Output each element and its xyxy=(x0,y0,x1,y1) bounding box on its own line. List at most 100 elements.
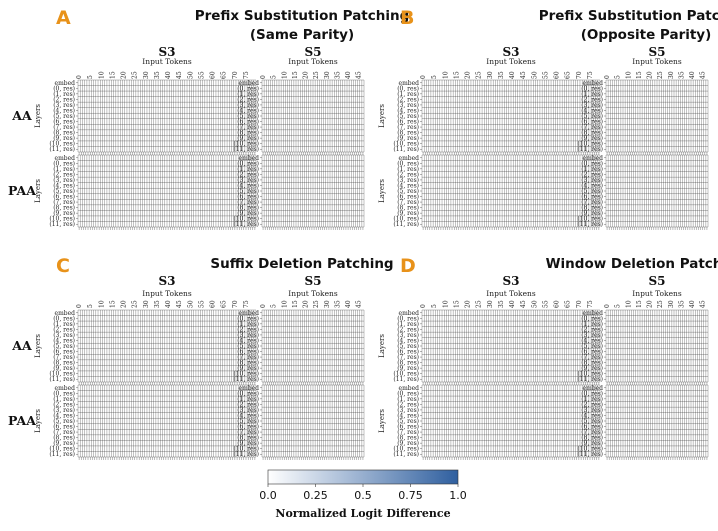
layer-label: (4, res) xyxy=(237,182,259,189)
panel-title: Prefix Substitution Patching xyxy=(539,8,718,24)
layer-label: (7, res) xyxy=(237,199,259,206)
panel-title: Prefix Substitution Patching xyxy=(195,8,410,24)
layer-label: (2, res) xyxy=(53,171,75,178)
layer-label: (6, res) xyxy=(237,194,259,201)
layer-label: (3, res) xyxy=(53,177,75,184)
token-tick-label: 55 xyxy=(542,71,549,79)
model-label-s5: S5 xyxy=(648,45,665,59)
panel-letter: B xyxy=(400,7,414,29)
layer-label: (7, res) xyxy=(237,124,259,131)
token-tick-label: 20 xyxy=(303,71,310,79)
layer-label: (10, res) xyxy=(49,141,75,148)
layer-label: (5, res) xyxy=(53,113,75,120)
token-tick-label: 0 xyxy=(604,75,611,79)
layer-label: (5, res) xyxy=(237,113,259,120)
x-axis-label: Input Tokens xyxy=(288,57,338,66)
grid-lines xyxy=(77,154,257,228)
layer-label: (0, res) xyxy=(53,160,75,167)
grid-lines xyxy=(77,79,257,153)
layer-label: (8, res) xyxy=(53,130,75,137)
token-tick-label: 50 xyxy=(187,71,194,79)
layer-label: (11, res) xyxy=(49,221,75,228)
panel-subtitle: (Opposite Parity) xyxy=(581,27,712,43)
layer-label: (8, res) xyxy=(237,205,259,212)
layer-label: (9, res) xyxy=(237,135,259,142)
token-tick-label: 0 xyxy=(420,75,427,79)
token-tick-label: 5 xyxy=(271,75,278,79)
token-tick-label: 40 xyxy=(689,71,696,79)
token-tick-label: 60 xyxy=(210,71,217,79)
layer-label: (4, res) xyxy=(53,107,75,114)
token-tick-label: 25 xyxy=(476,71,483,79)
layer-label: (4, res) xyxy=(53,182,75,189)
token-tick-label: 35 xyxy=(498,71,505,79)
token-tick-label: 45 xyxy=(700,71,707,79)
heatmap-a-s5-aa xyxy=(260,79,365,155)
token-tick-label: 40 xyxy=(345,71,352,79)
layer-label: (3, res) xyxy=(237,177,259,184)
layer-label: (6, res) xyxy=(53,119,75,126)
layer-label: (7, res) xyxy=(53,124,75,131)
token-tick-label: 30 xyxy=(668,71,675,79)
heatmap-b-s5-aa xyxy=(604,79,709,155)
token-tick-label: 70 xyxy=(576,71,583,79)
heatmap-a-s3-paa xyxy=(76,154,257,230)
layer-label: (11, res) xyxy=(233,146,259,153)
token-tick-label: 55 xyxy=(198,71,205,79)
layer-label: (9, res) xyxy=(53,210,75,217)
layer-label: (5, res) xyxy=(53,188,75,195)
token-tick-label: 10 xyxy=(281,71,288,79)
token-tick-label: 15 xyxy=(109,71,116,79)
token-tick-label: 25 xyxy=(313,71,320,79)
token-tick-label: 5 xyxy=(615,75,622,79)
layer-label: embed xyxy=(55,80,76,87)
token-tick-label: 40 xyxy=(165,71,172,79)
layer-label: (2, res) xyxy=(53,96,75,103)
layer-label: (10, res) xyxy=(233,141,259,148)
layer-label: (2, res) xyxy=(237,171,259,178)
heatmap-a-s5-paa xyxy=(260,154,365,230)
layer-label: embed xyxy=(239,155,260,162)
layer-label: (5, res) xyxy=(237,188,259,195)
token-tick-label: 30 xyxy=(487,71,494,79)
layer-label: embed xyxy=(239,80,260,87)
token-tick-label: 40 xyxy=(509,71,516,79)
token-tick-label: 50 xyxy=(531,71,538,79)
token-tick-label: 5 xyxy=(87,75,94,79)
token-tick-label: 25 xyxy=(657,71,664,79)
model-label-s3: S3 xyxy=(158,45,175,59)
token-tick-label: 75 xyxy=(243,71,250,79)
x-axis-label: Input Tokens xyxy=(486,57,536,66)
grid-lines xyxy=(421,79,601,153)
model-label-s5: S5 xyxy=(304,45,321,59)
layer-label: (0, res) xyxy=(237,85,259,92)
token-tick-label: 30 xyxy=(324,71,331,79)
layer-label: (9, res) xyxy=(237,210,259,217)
token-tick-label: 35 xyxy=(334,71,341,79)
token-tick-label: 20 xyxy=(647,71,654,79)
layer-label: (10, res) xyxy=(233,216,259,223)
layer-label: (3, res) xyxy=(53,102,75,109)
token-tick-label: 25 xyxy=(132,71,139,79)
token-tick-label: 65 xyxy=(221,71,228,79)
y-axis-label: Layers xyxy=(34,179,42,203)
layer-label: (1, res) xyxy=(237,166,259,173)
layer-label: (0, res) xyxy=(237,160,259,167)
token-tick-label: 10 xyxy=(625,71,632,79)
heatmap-a-s3-aa xyxy=(76,79,257,155)
token-tick-label: 20 xyxy=(121,71,128,79)
token-tick-label: 15 xyxy=(636,71,643,79)
y-axis-label: Layers xyxy=(34,104,42,128)
token-tick-label: 10 xyxy=(98,71,105,79)
token-tick-label: 10 xyxy=(442,71,449,79)
token-tick-label: 30 xyxy=(143,71,150,79)
grid-lines xyxy=(261,79,365,153)
token-tick-label: 75 xyxy=(587,71,594,79)
layer-label: (0, res) xyxy=(53,85,75,92)
token-tick-label: 0 xyxy=(76,75,83,79)
layer-label: (3, res) xyxy=(237,102,259,109)
layer-label: (11, res) xyxy=(233,221,259,228)
layer-label: (7, res) xyxy=(53,199,75,206)
layer-label: (6, res) xyxy=(53,194,75,201)
